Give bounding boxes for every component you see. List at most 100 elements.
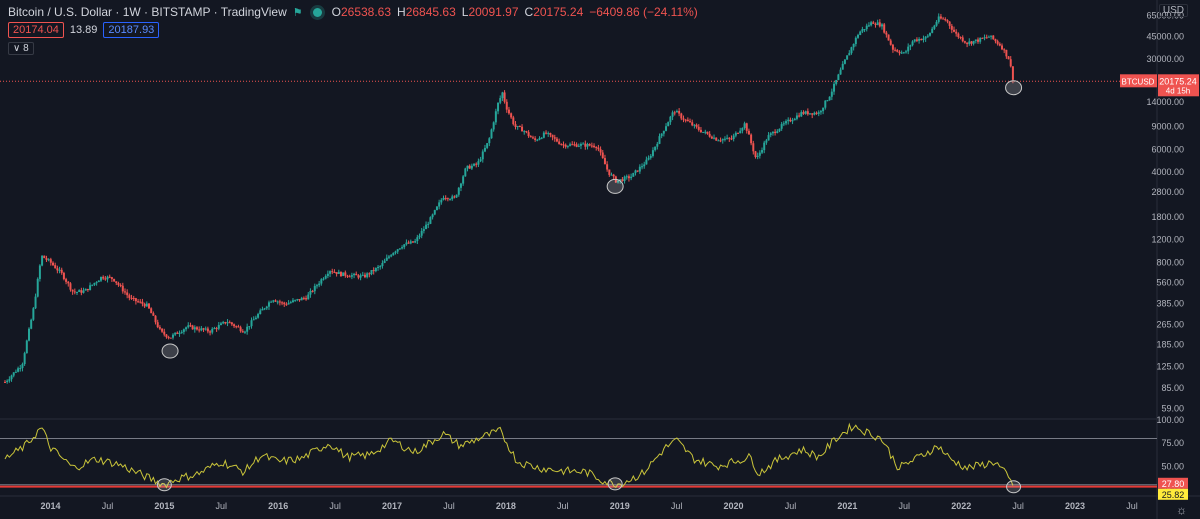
candle-body bbox=[590, 145, 593, 147]
candle-body bbox=[870, 22, 873, 26]
rsi-line bbox=[4, 422, 1014, 489]
candle-body bbox=[573, 144, 576, 146]
candle-body bbox=[837, 74, 840, 80]
candle-body bbox=[824, 100, 827, 108]
candle-body bbox=[134, 298, 137, 302]
candle-body bbox=[542, 132, 545, 138]
candle-body bbox=[60, 269, 63, 273]
candle-body bbox=[929, 32, 932, 36]
candle-body bbox=[361, 274, 364, 276]
candle-body bbox=[233, 324, 236, 327]
time-tick-label: Jul bbox=[899, 501, 911, 511]
candle-body bbox=[54, 265, 57, 269]
time-tick-label: Jul bbox=[671, 501, 683, 511]
price-tick-label: 265.00 bbox=[1156, 319, 1184, 329]
candle-body bbox=[534, 138, 537, 141]
candle-body bbox=[455, 194, 458, 198]
candle-body bbox=[342, 272, 345, 277]
candle-body bbox=[979, 37, 982, 42]
candle-body bbox=[776, 131, 779, 133]
candle-body bbox=[442, 197, 445, 200]
candle-body bbox=[706, 131, 709, 134]
candle-body bbox=[206, 328, 209, 332]
candle-body bbox=[254, 317, 257, 320]
candle-body bbox=[466, 165, 469, 169]
candle-body bbox=[728, 137, 731, 139]
time-tick-label: 2016 bbox=[268, 501, 288, 511]
candle-body bbox=[569, 144, 572, 146]
candle-body bbox=[339, 271, 342, 277]
candle-body bbox=[494, 111, 497, 123]
candle-body bbox=[682, 118, 685, 120]
currency-button[interactable]: USD bbox=[1158, 4, 1188, 17]
candle-body bbox=[695, 124, 698, 127]
candle-body bbox=[394, 251, 397, 253]
candle-body bbox=[562, 144, 565, 146]
candle-body bbox=[320, 279, 323, 284]
candle-body bbox=[994, 39, 997, 42]
indicators-toggle[interactable]: ∨ 8 bbox=[8, 42, 34, 55]
candle-body bbox=[889, 40, 892, 45]
candle-body bbox=[276, 301, 279, 303]
candle-body bbox=[767, 135, 770, 141]
low-label: L bbox=[461, 5, 469, 19]
candle-body bbox=[427, 223, 430, 225]
candle-body bbox=[392, 252, 395, 256]
symbol-title[interactable]: Bitcoin / U.S. Dollar · 1W · BITSTAMP · … bbox=[8, 5, 287, 19]
rsi-ma-value: 25.82 bbox=[1162, 490, 1185, 500]
bid-button[interactable]: 20174.04 bbox=[8, 22, 64, 38]
candle-body bbox=[324, 276, 327, 279]
candle-body bbox=[453, 196, 456, 198]
candle-body bbox=[697, 126, 700, 130]
candle-body bbox=[551, 134, 554, 138]
candle-body bbox=[933, 25, 936, 29]
price-tick-label: 6000.00 bbox=[1151, 144, 1184, 154]
candle-body bbox=[872, 22, 875, 24]
candle-body bbox=[25, 340, 28, 354]
candle-body bbox=[38, 265, 41, 279]
candle-body bbox=[300, 297, 303, 301]
candle-body bbox=[920, 38, 923, 41]
ask-button[interactable]: 20187.93 bbox=[103, 22, 160, 38]
candle-body bbox=[370, 270, 373, 275]
candle-body bbox=[289, 302, 292, 304]
price-tick-label: 59.00 bbox=[1161, 404, 1184, 414]
candle-body bbox=[113, 278, 116, 282]
candle-body bbox=[366, 273, 369, 278]
settings-gear-icon[interactable]: ☼ bbox=[1176, 503, 1187, 517]
candle-body bbox=[647, 157, 650, 160]
time-tick-label: 2021 bbox=[837, 501, 857, 511]
candle-body bbox=[854, 37, 857, 45]
candle-body bbox=[180, 331, 183, 333]
candle-body bbox=[909, 45, 912, 47]
candle-body bbox=[490, 129, 493, 139]
candle-body bbox=[73, 291, 76, 293]
candle-body bbox=[913, 39, 916, 42]
candle-body bbox=[804, 111, 807, 114]
candle-body bbox=[966, 42, 969, 44]
candle-body bbox=[403, 244, 406, 248]
candle-body bbox=[846, 55, 849, 60]
candle-body bbox=[235, 326, 238, 328]
candle-body bbox=[754, 151, 757, 158]
candle-body bbox=[961, 37, 964, 42]
time-tick-label: Jul bbox=[329, 501, 341, 511]
candle-body bbox=[630, 176, 633, 179]
candle-body bbox=[411, 241, 414, 243]
candle-body bbox=[765, 140, 768, 143]
candle-body bbox=[553, 137, 556, 139]
candle-body bbox=[326, 273, 329, 277]
candle-body bbox=[680, 113, 683, 119]
candle-body bbox=[571, 144, 574, 146]
candle-body bbox=[250, 320, 253, 327]
candle-body bbox=[948, 21, 951, 26]
price-tick-label: 800.00 bbox=[1156, 257, 1184, 267]
candle-body bbox=[555, 138, 558, 142]
candle-body bbox=[401, 247, 404, 249]
candle-body bbox=[69, 283, 72, 290]
candle-body bbox=[86, 288, 89, 291]
candle-body bbox=[625, 176, 628, 178]
flag-icon[interactable]: ⚑ bbox=[292, 6, 303, 19]
candle-body bbox=[368, 273, 371, 275]
